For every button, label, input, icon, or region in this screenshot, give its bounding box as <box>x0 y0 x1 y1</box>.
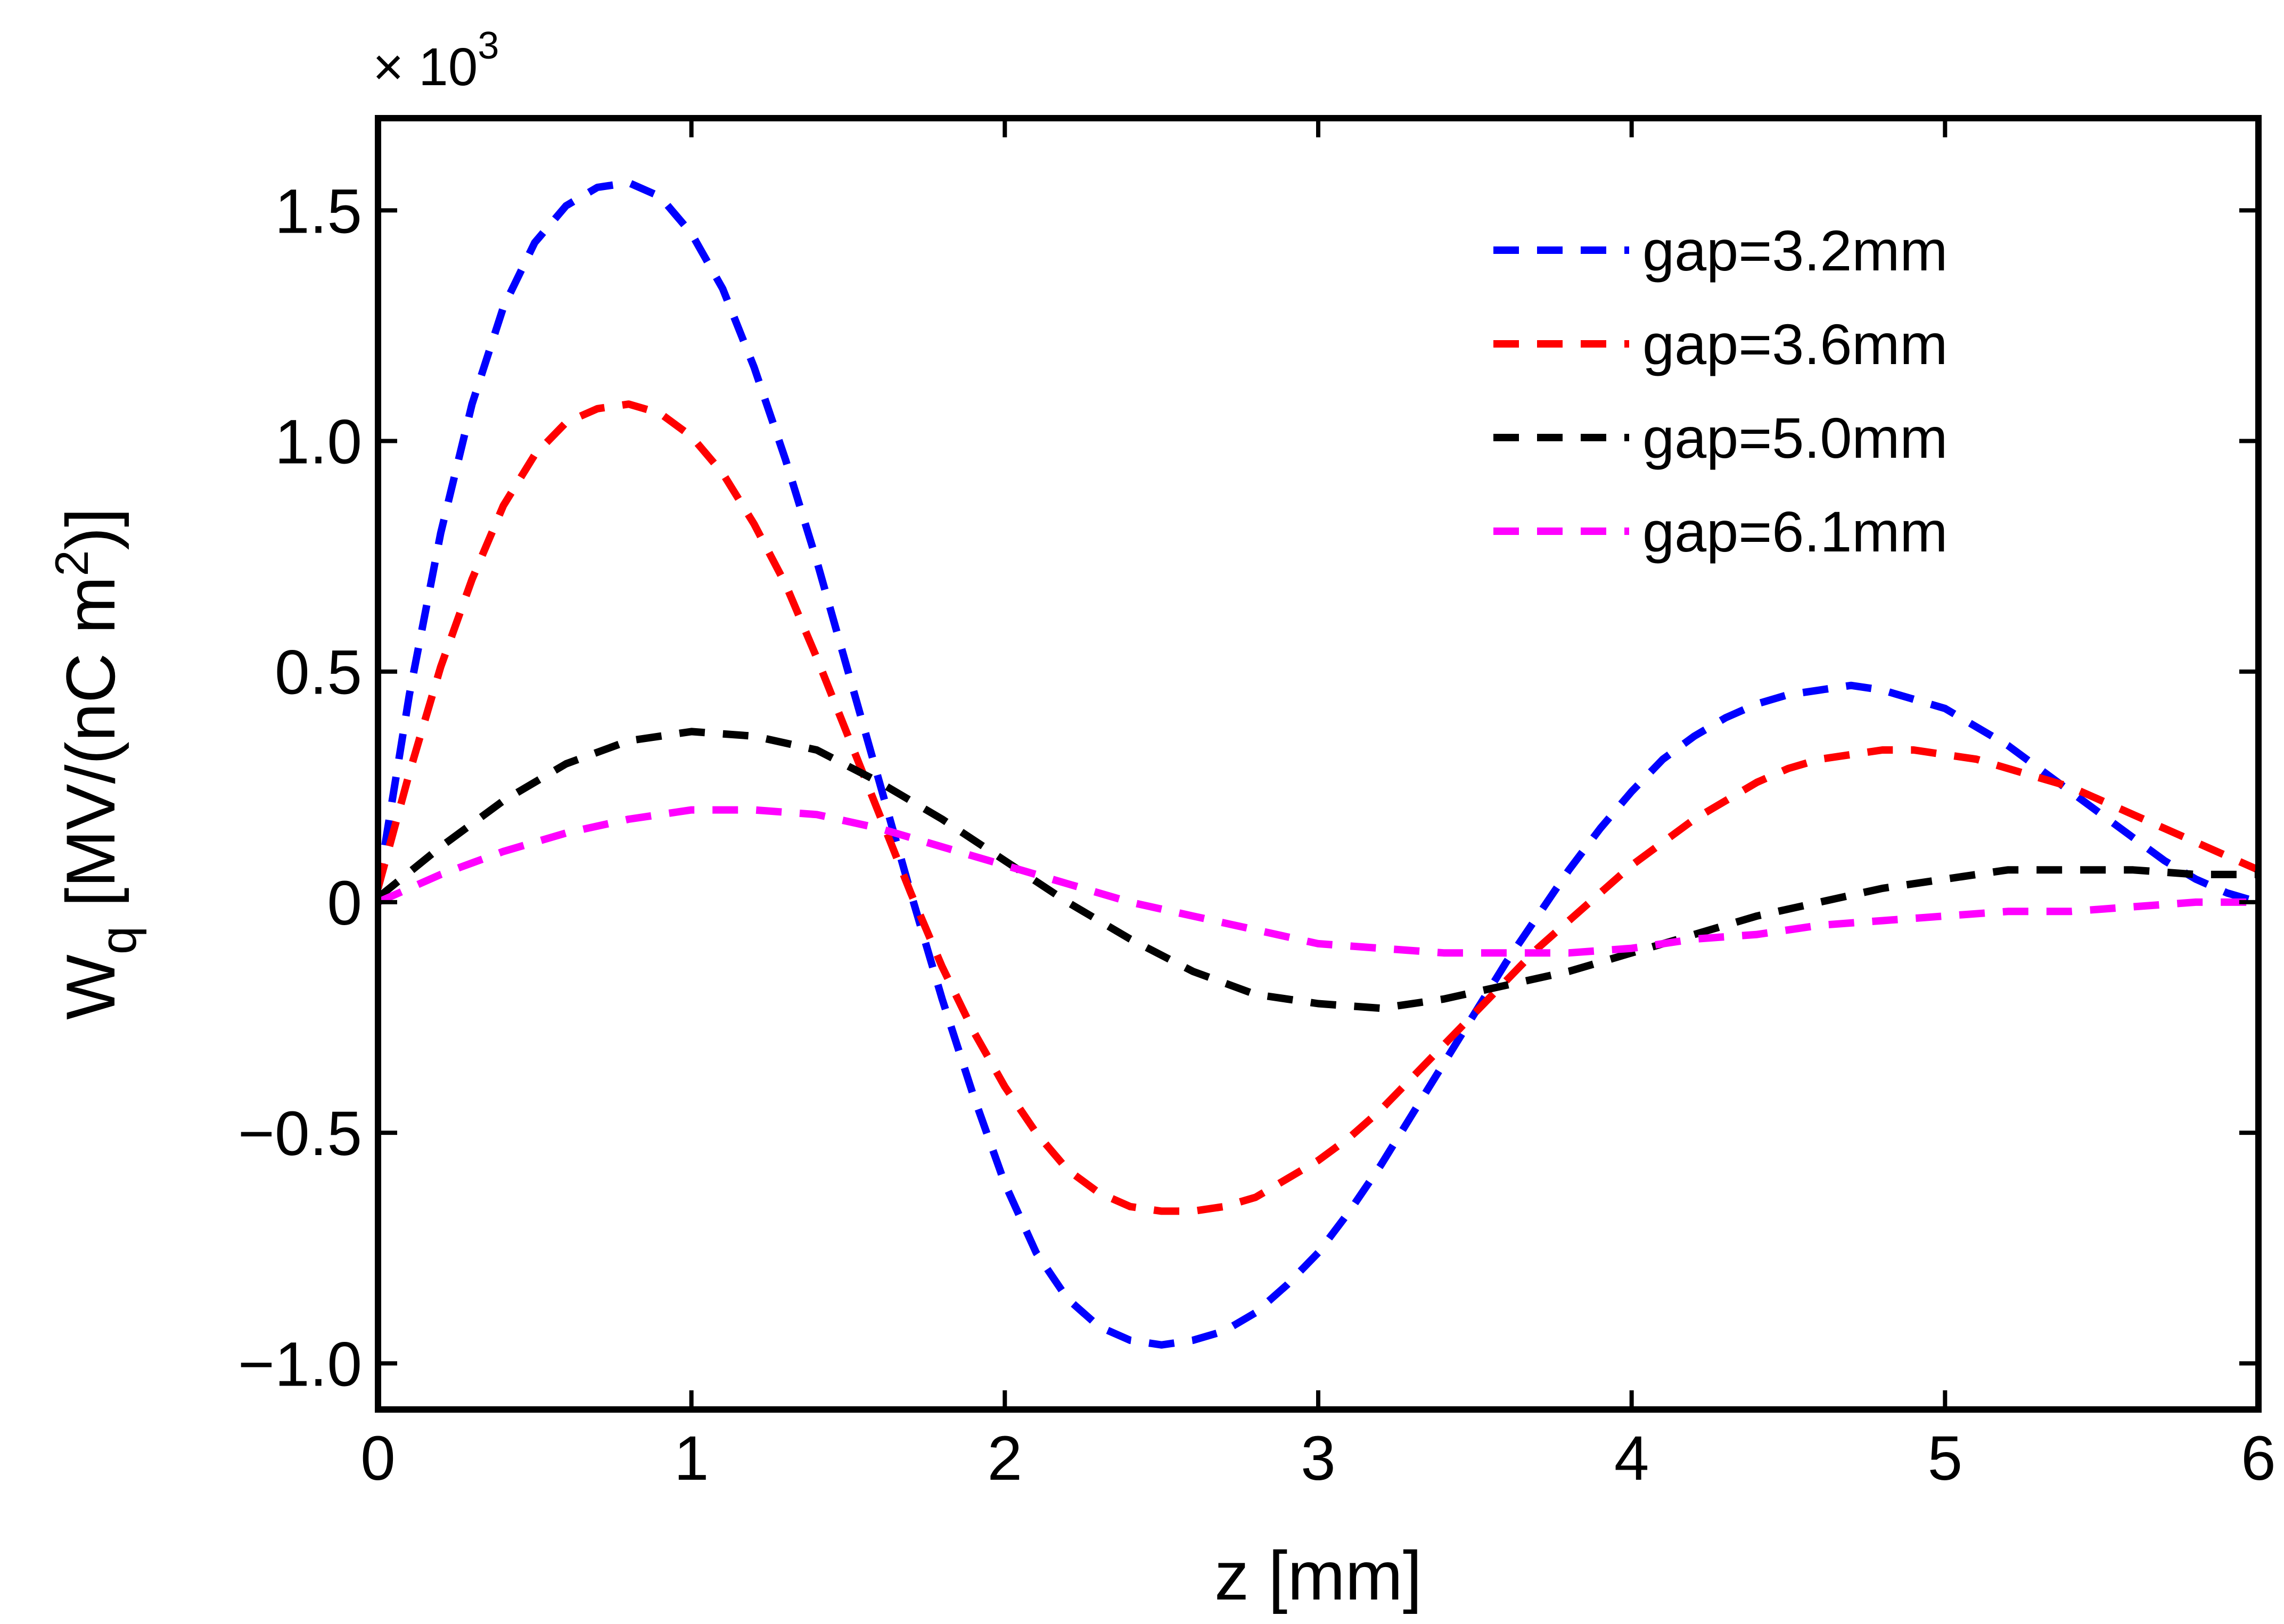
y-tick-label-4: 1.0 <box>275 407 362 477</box>
series-line-1 <box>378 179 2258 1349</box>
y-tick-label-3: 0.5 <box>275 638 362 708</box>
y-multiplier-prefix: × 10 <box>373 37 478 97</box>
series-line-3 <box>378 728 2258 1012</box>
x-tick-label-6: 6 <box>2241 1423 2276 1494</box>
y-tick-label-1: −0.5 <box>238 1099 362 1169</box>
y-axis-title-main: W <box>52 954 129 1020</box>
plot-frame <box>375 115 2262 1413</box>
x-tick-labels: 0 1 2 3 4 5 6 <box>360 1423 2276 1494</box>
x-tick-label-3: 3 <box>1301 1423 1336 1494</box>
x-tick-label-5: 5 <box>1928 1423 1963 1494</box>
legend: gap=3.2mm gap=3.6mm gap=5.0mm gap=6.1mm <box>1493 218 1948 564</box>
series-group <box>378 179 2258 1349</box>
y-tick-label-0: −1.0 <box>238 1329 362 1399</box>
legend-label-1: gap=3.2mm <box>1642 218 1948 283</box>
x-tick-label-0: 0 <box>360 1423 396 1494</box>
y-axis-title-unit-pre: [MV/(nC m <box>52 576 129 926</box>
legend-label-2: gap=3.6mm <box>1642 312 1948 376</box>
y-multiplier-exponent: 3 <box>478 24 499 67</box>
y-tick-label-5: 1.5 <box>275 176 362 246</box>
y-axis-title-unit-post: )] <box>52 508 129 550</box>
x-tick-label-2: 2 <box>988 1423 1023 1494</box>
x-tick-label-1: 1 <box>674 1423 709 1494</box>
series-line-4 <box>378 806 2258 957</box>
x-tick-label-4: 4 <box>1614 1423 1649 1494</box>
series-line-2 <box>378 400 2258 1215</box>
y-tick-labels: −1.0 −0.5 0 0.5 1.0 1.5 <box>238 176 362 1399</box>
y-axis-multiplier: × 103 <box>373 24 499 97</box>
x-axis-title: z [mm] <box>1214 1537 1422 1614</box>
y-axis-title-sub: q <box>90 926 147 954</box>
legend-label-3: gap=5.0mm <box>1642 406 1948 470</box>
y-tick-label-2: 0 <box>327 868 362 938</box>
y-axis-title: Wq [MV/(nC m2)] <box>45 508 147 1020</box>
legend-label-4: gap=6.1mm <box>1642 499 1948 564</box>
y-axis-title-unit-sup: 2 <box>45 550 98 576</box>
